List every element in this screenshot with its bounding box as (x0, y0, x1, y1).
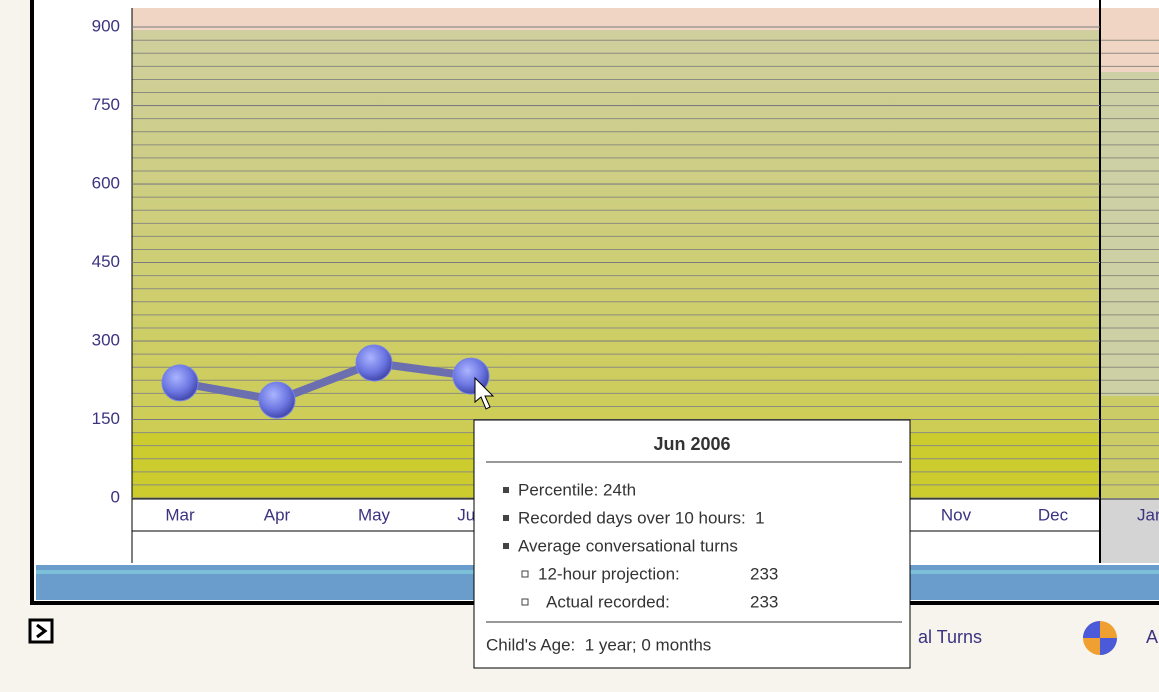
y-tick-label: 150 (92, 409, 120, 428)
x-tick-label: Apr (264, 505, 291, 524)
tooltip-item: Average conversational turns (518, 536, 738, 555)
minor-lines (132, 39, 1159, 486)
y-tick-label: 0 (111, 487, 120, 506)
sub-bullet (521, 570, 529, 578)
pie-icon-part (1083, 621, 1117, 655)
bullet (503, 487, 509, 493)
tooltip-footer: Child's Age: 1 year; 0 months (486, 635, 711, 654)
point (258, 381, 296, 419)
button-box[interactable] (28, 618, 54, 644)
legend-icon (1083, 621, 1117, 655)
next-low-band (1101, 396, 1159, 498)
y-tick-label: 450 (92, 252, 120, 271)
expand-button[interactable] (28, 618, 54, 644)
bullet (503, 515, 509, 521)
tooltip-item: Percentile: 24th (518, 480, 636, 499)
tooltip-title: Jun 2006 (653, 434, 730, 454)
tooltip-subitem-label: Actual recorded: (546, 592, 670, 611)
plot-band (132, 30, 1100, 432)
point (161, 364, 199, 402)
x-tick-label: Dec (1038, 505, 1069, 524)
cursor (474, 376, 495, 410)
tooltip-subitem-label: 12-hour projection: (538, 564, 680, 583)
y-tick-label: 300 (92, 330, 120, 349)
y-tick-label: 600 (92, 173, 120, 192)
tooltip: Jun 2006 Percentile: 24th Recorded days … (473, 419, 911, 669)
point (355, 344, 393, 382)
y-tick-label: 900 (92, 16, 120, 35)
top-band (132, 8, 1100, 30)
x-tick-label: Mar (165, 505, 195, 524)
y-tick-label: 750 (92, 95, 120, 114)
series-line (179, 358, 472, 405)
bullet (503, 543, 509, 549)
sub-bullet (521, 598, 529, 606)
legend-fragment: A (1146, 627, 1158, 647)
next-label-cell (1101, 500, 1159, 563)
tooltip-item: Recorded days over 10 hours: 1 (518, 508, 765, 527)
tooltip-subitem-value: 233 (750, 564, 778, 583)
tooltip-box (473, 419, 911, 669)
next-panel-label: Jan (1137, 505, 1159, 524)
legend-fragment: al Turns (918, 627, 982, 647)
tooltip-subitem-value: 233 (750, 592, 778, 611)
x-tick-label: May (358, 505, 391, 524)
next-band (1101, 72, 1159, 396)
button-arrow (36, 623, 48, 639)
x-tick-label: Nov (941, 505, 972, 524)
